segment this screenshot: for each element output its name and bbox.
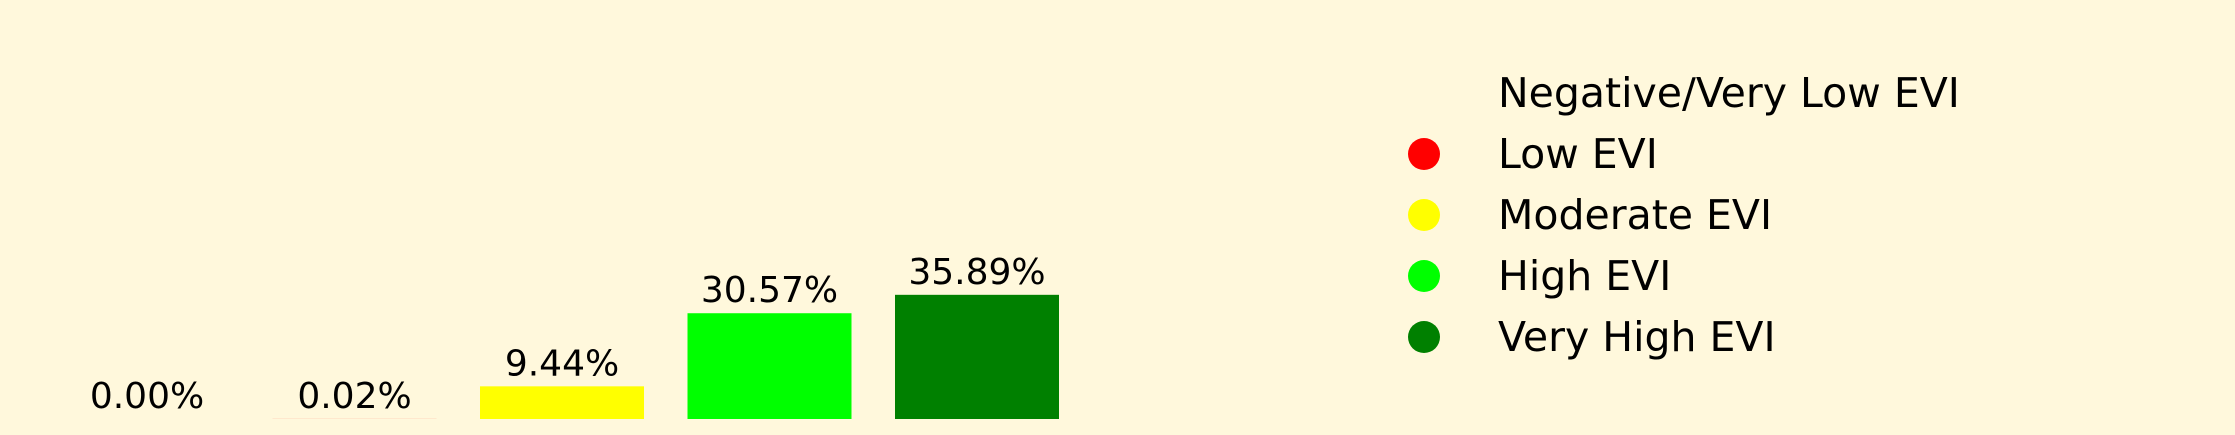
legend: Negative/Very Low EVI Low EVI Moderate EVI… <box>1408 69 1960 361</box>
legend-label-4: Very High EVI <box>1498 313 1776 361</box>
bars-group <box>272 294 1059 419</box>
bar-3 <box>687 313 852 419</box>
legend-marker-4 <box>1408 321 1440 353</box>
bar-4 <box>895 294 1059 419</box>
bar-value-label-1: 0.02% <box>297 376 411 417</box>
legend-label-3: High EVI <box>1498 252 1671 300</box>
bar-labels-group: 0.00% 0.02% 9.44% 30.57% 35.89% <box>90 252 1046 417</box>
legend-label-2: Moderate EVI <box>1498 191 1772 239</box>
legend-label-0: Negative/Very Low EVI <box>1498 69 1960 117</box>
legend-marker-3 <box>1408 260 1440 292</box>
bar-value-label-0: 0.00% <box>90 376 204 417</box>
legend-marker-0 <box>1408 77 1440 109</box>
bar-value-label-2: 9.44% <box>505 343 619 384</box>
bar-2 <box>480 386 644 419</box>
bar-value-label-4: 35.89% <box>908 252 1045 293</box>
legend-marker-1 <box>1408 138 1440 170</box>
bar-value-label-3: 30.57% <box>701 270 838 311</box>
legend-label-1: Low EVI <box>1498 130 1658 178</box>
legend-marker-2 <box>1408 199 1440 231</box>
